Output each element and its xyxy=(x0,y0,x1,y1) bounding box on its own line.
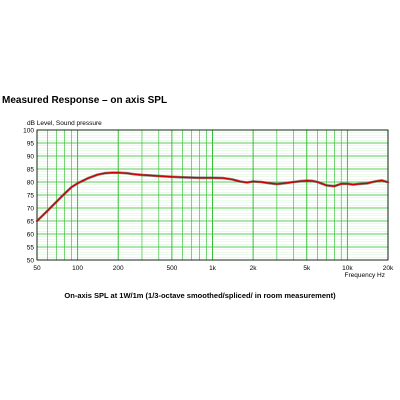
x-axis-label: Frequency Hz xyxy=(345,272,385,279)
y-tick-label: 85 xyxy=(27,166,35,173)
x-tick-labels: 50 100 200 500 1k 2k 5k 10k 20k xyxy=(33,265,394,272)
y-tick-label: 60 xyxy=(27,231,35,238)
x-tick-label: 2k xyxy=(250,265,258,272)
chart-caption: On-axis SPL at 1W/1m (1/3-octave smoothe… xyxy=(64,291,336,300)
y-tick-label: 70 xyxy=(27,205,35,212)
x-tick-label: 10k xyxy=(342,265,353,272)
y-tick-label: 90 xyxy=(27,153,35,160)
x-tick-label: 50 xyxy=(33,265,41,272)
y-tick-label: 75 xyxy=(27,192,35,199)
x-tick-label: 20k xyxy=(383,265,394,272)
x-tick-label: 200 xyxy=(113,265,124,272)
x-tick-label: 5k xyxy=(303,265,311,272)
y-tick-label: 80 xyxy=(27,179,35,186)
y-tick-label: 65 xyxy=(27,218,35,225)
plot-frame xyxy=(36,129,389,261)
y-tick-label: 50 xyxy=(27,257,35,264)
page-title: Measured Response – on axis SPL xyxy=(2,95,168,106)
response-curve-group xyxy=(35,171,390,223)
y-tick-label: 100 xyxy=(23,127,34,134)
plot-grid xyxy=(36,129,389,261)
response-curve xyxy=(36,171,389,222)
y-axis-label: dB Level, Sound pressure xyxy=(27,120,102,127)
y-tick-label: 55 xyxy=(27,244,35,251)
y-tick-label: 95 xyxy=(27,140,35,147)
x-tick-label: 100 xyxy=(72,265,83,272)
x-tick-label: 1k xyxy=(209,265,217,272)
y-tick-labels: 100 95 90 85 80 75 70 65 60 55 50 xyxy=(23,127,34,264)
x-tick-label: 500 xyxy=(166,265,177,272)
